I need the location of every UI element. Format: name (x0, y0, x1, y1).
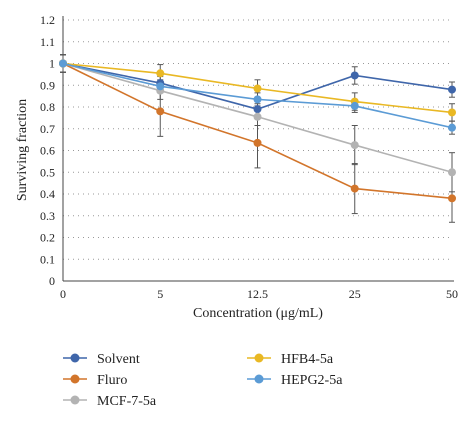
data-point (253, 105, 262, 114)
data-point (156, 69, 165, 78)
y-tick-label: 0.6 (40, 144, 55, 158)
y-tick-label: 0.4 (40, 187, 55, 201)
legend: Solvent Fluro MCF-7-5a HFB4-5a HEPG2-5a (63, 352, 343, 409)
y-tick-labels: 0 0.1 0.2 0.3 0.4 0.5 0.6 0.7 0.8 0.9 1 1.1 1.2 (40, 13, 55, 288)
data-point (448, 108, 456, 117)
y-axis-title: Surviving fraction (15, 99, 30, 201)
legend-item-hepg2-5a: HEPG2-5a (247, 373, 343, 388)
legend-label: HFB4-5a (281, 352, 334, 367)
data-point (350, 101, 359, 110)
legend-label: Solvent (97, 352, 140, 367)
x-tick-label: 50 (446, 287, 458, 301)
data-point (156, 82, 165, 91)
legend-label: HEPG2-5a (281, 373, 343, 388)
y-tick-label: 0.5 (40, 165, 55, 179)
series-hepg2-5a (59, 59, 456, 132)
legend-item-mcf-7-5a: MCF-7-5a (63, 394, 157, 409)
y-tick-label: 0 (49, 274, 55, 288)
data-point (448, 123, 456, 132)
legend-label: MCF-7-5a (97, 394, 157, 409)
legend-marker (254, 374, 264, 384)
data-point (448, 168, 456, 177)
legend-item-solvent: Solvent (63, 352, 140, 367)
data-point (350, 184, 359, 193)
x-tick-label: 5 (157, 287, 163, 301)
data-point (448, 194, 456, 203)
x-tick-label: 0 (60, 287, 66, 301)
data-point (253, 84, 262, 93)
y-tick-label: 0.2 (40, 231, 55, 245)
data-point (253, 112, 262, 121)
series-hfb4-5a (59, 59, 456, 117)
legend-label: Fluro (97, 373, 127, 388)
legend-item-fluro: Fluro (63, 373, 127, 388)
y-tick-label: 0.8 (40, 100, 55, 114)
x-tick-label: 12.5 (247, 287, 268, 301)
axes (62, 16, 454, 282)
x-axis-title: Concentration (μg/mL) (193, 306, 323, 321)
x-tick-label: 25 (349, 287, 361, 301)
legend-marker (70, 374, 80, 384)
data-point (59, 59, 67, 68)
legend-marker (70, 353, 80, 363)
y-tick-label: 0.1 (40, 252, 55, 266)
data-point (350, 141, 359, 150)
y-tick-label: 1.2 (40, 13, 55, 27)
x-tick-labels: 0 5 12.5 25 50 (60, 287, 458, 301)
y-tick-label: 0.9 (40, 78, 55, 92)
data-point (350, 71, 359, 80)
data-point (253, 138, 262, 147)
y-tick-label: 0.3 (40, 209, 55, 223)
data-point (448, 85, 456, 94)
data-point (253, 95, 262, 104)
data-point (156, 107, 165, 116)
legend-marker (70, 395, 80, 405)
plot-area (59, 54, 456, 223)
legend-item-hfb4-5a: HFB4-5a (247, 352, 334, 367)
legend-marker (254, 353, 264, 363)
y-tick-label: 1.1 (40, 35, 55, 49)
y-tick-label: 0.7 (40, 122, 55, 136)
y-tick-label: 1 (49, 57, 55, 71)
